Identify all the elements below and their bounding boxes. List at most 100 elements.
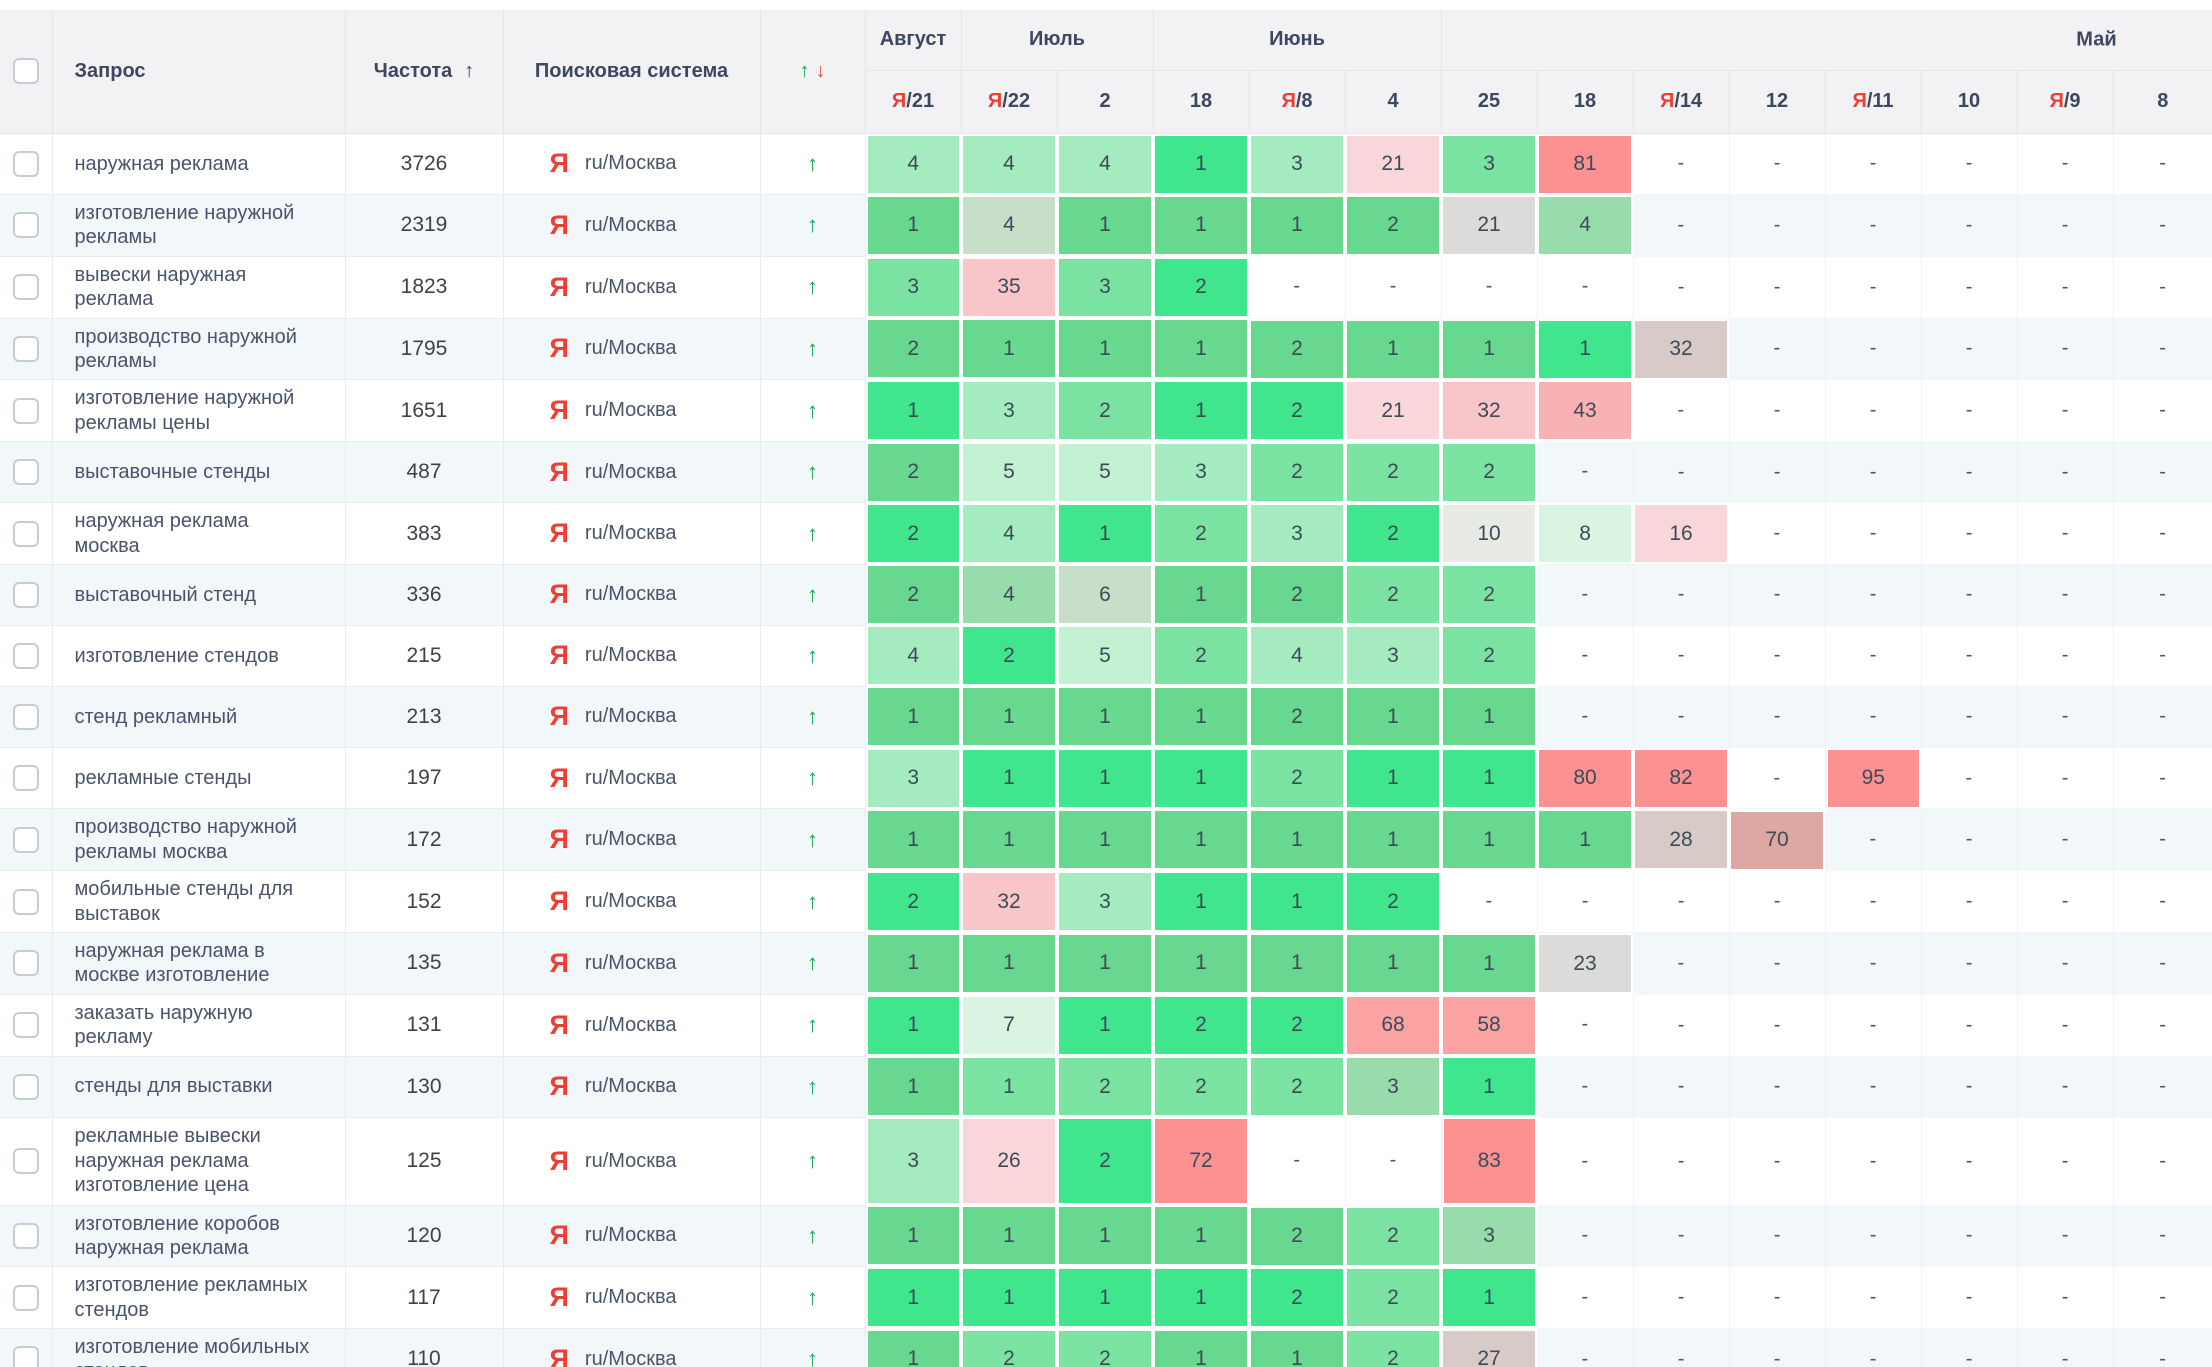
query-cell[interactable]: изготовление рекламных стендов	[52, 1266, 346, 1330]
date-column-header-14[interactable]: 8	[2113, 70, 2212, 134]
position-chip: 2	[1347, 443, 1440, 501]
date-column-header-11[interactable]: Я/11	[1825, 70, 1922, 134]
date-column-header-12[interactable]: 10	[1921, 70, 2018, 134]
row-checkbox-cell	[0, 932, 53, 995]
position-chip: 2	[1059, 1058, 1151, 1116]
date-column-header-6[interactable]: 4	[1345, 70, 1442, 134]
query-cell[interactable]: рекламные стенды	[52, 747, 346, 810]
query-cell[interactable]: изготовление наружной рекламы цены	[52, 379, 346, 443]
row-checkbox[interactable]	[12, 703, 39, 730]
row-checkbox[interactable]	[12, 581, 39, 608]
frequency-cell: 1651	[345, 379, 504, 443]
select-all-checkbox[interactable]	[12, 58, 39, 85]
row-checkbox[interactable]	[12, 520, 39, 547]
date-column-header-2[interactable]: Я/22	[961, 70, 1058, 134]
row-checkbox[interactable]	[12, 1148, 39, 1175]
query-cell[interactable]: вывески наружная реклама	[52, 256, 346, 319]
position-chip: 4	[1251, 627, 1343, 685]
position-chip: 2	[867, 505, 959, 563]
query-cell[interactable]: изготовление коробов наружная реклама	[52, 1205, 346, 1268]
position-chip: 1	[1155, 749, 1247, 807]
query-cell[interactable]: изготовление наружной рекламы	[52, 194, 346, 257]
date-column-header-9[interactable]: Я/14	[1633, 70, 1730, 134]
position-cell: 2	[1249, 686, 1345, 748]
date-column-header-7[interactable]: 25	[1441, 70, 1538, 134]
position-cell: 1	[961, 1266, 1057, 1329]
date-column-header-13[interactable]: Я/9	[2017, 70, 2114, 134]
row-checkbox[interactable]	[12, 765, 39, 792]
position-chip: 2	[1251, 1207, 1343, 1265]
row-checkbox[interactable]	[12, 826, 39, 853]
date-column-header-5[interactable]: Я/8	[1249, 70, 1346, 134]
position-cell: 32	[961, 870, 1057, 933]
query-cell[interactable]: выставочные стенды	[52, 441, 346, 504]
engine-column-header[interactable]: Поисковая система	[503, 10, 761, 134]
query-cell[interactable]: производство наружной рекламы	[52, 318, 346, 381]
row-checkbox[interactable]	[12, 150, 39, 177]
position-chip: 3	[1443, 135, 1536, 193]
row-checkbox[interactable]	[12, 335, 39, 362]
date-column-header-3[interactable]: 2	[1057, 70, 1154, 134]
empty-position-cell: -	[2113, 1205, 2212, 1268]
position-cell: 1	[1345, 932, 1442, 995]
query-cell[interactable]: мобильные стенды для выставок	[52, 870, 346, 933]
query-cell[interactable]: производство наружной рекламы москва	[52, 808, 346, 872]
position-cell: 4	[961, 194, 1057, 257]
position-chip: 3	[1251, 505, 1343, 563]
date-column-header-4[interactable]: 18	[1153, 70, 1250, 134]
position-chip: 1	[1155, 566, 1247, 624]
row-checkbox[interactable]	[12, 1284, 39, 1311]
row-checkbox[interactable]	[12, 212, 39, 239]
position-cell: 2	[1057, 1328, 1153, 1367]
row-checkbox[interactable]	[12, 642, 39, 669]
date-column-header-8[interactable]: 18	[1537, 70, 1634, 134]
trend-cell: ↑	[760, 686, 866, 748]
query-cell[interactable]: изготовление мобильных стендов	[52, 1328, 346, 1367]
query-cell[interactable]: рекламные вывески наружная реклама изгот…	[52, 1117, 346, 1206]
date-column-header-1[interactable]: Я/21	[865, 70, 962, 134]
empty-position-cell: -	[1249, 256, 1346, 319]
yandex-icon: Я	[549, 1220, 569, 1251]
frequency-column-header[interactable]: Частота ↑	[345, 10, 504, 134]
row-checkbox[interactable]	[12, 1073, 39, 1100]
row-checkbox-cell	[0, 502, 53, 565]
empty-position-cell: -	[1921, 1117, 2018, 1206]
query-cell[interactable]: заказать наружную рекламу	[52, 994, 346, 1057]
trend-column-header[interactable]: ↑ ↓	[760, 10, 866, 134]
query-cell[interactable]: наружная реклама москва	[52, 502, 346, 565]
position-chip: 1	[1155, 688, 1247, 746]
position-chip: 70	[1731, 811, 1824, 869]
row-checkbox[interactable]	[12, 1012, 39, 1039]
row-checkbox[interactable]	[12, 950, 39, 977]
row-checkbox[interactable]	[12, 1222, 39, 1249]
row-checkbox[interactable]	[12, 1346, 39, 1367]
position-cell: 1	[1057, 1266, 1153, 1329]
position-chip: 32	[1635, 320, 1728, 378]
query-column-header[interactable]: Запрос	[52, 10, 346, 134]
position-cell: 2	[1249, 318, 1345, 380]
query-cell[interactable]: стенды для выставки	[52, 1056, 346, 1118]
position-cell: 3	[1345, 625, 1442, 687]
query-cell[interactable]: изготовление стендов	[52, 625, 346, 687]
position-chip: 2	[1251, 1058, 1343, 1116]
query-cell[interactable]: наружная реклама в москве изготовление	[52, 932, 346, 995]
row-checkbox[interactable]	[12, 459, 39, 486]
position-chip: 35	[963, 258, 1055, 316]
position-cell: 3	[1057, 256, 1153, 319]
query-cell[interactable]: наружная реклама	[52, 133, 346, 195]
position-chip: 2	[867, 566, 959, 624]
row-checkbox[interactable]	[12, 888, 39, 915]
row-checkbox[interactable]	[12, 274, 39, 301]
position-cell: 95	[1825, 747, 1922, 809]
position-chip: 2	[1059, 382, 1151, 440]
row-checkbox[interactable]	[12, 397, 39, 424]
query-cell[interactable]: стенд рекламный	[52, 686, 346, 748]
table-row: изготовление мобильных стендов110Яru/Мос…	[0, 1328, 2212, 1367]
trend-cell: ↑	[760, 1328, 866, 1367]
position-cell: 1	[1249, 870, 1345, 933]
position-chip: 1	[963, 934, 1055, 992]
date-column-header-10[interactable]: 12	[1729, 70, 1826, 134]
query-cell[interactable]: выставочный стенд	[52, 564, 346, 626]
